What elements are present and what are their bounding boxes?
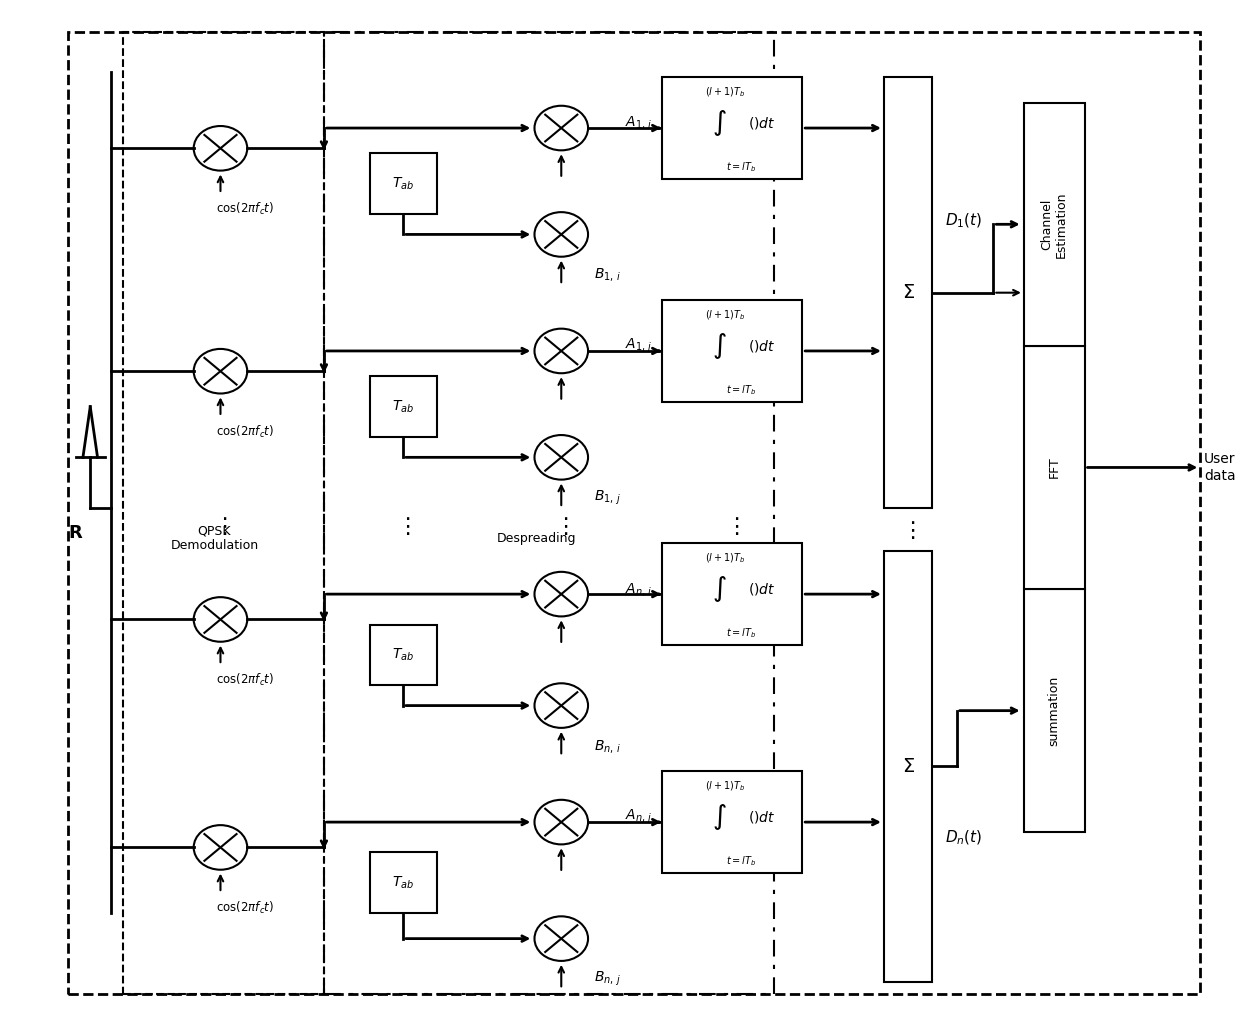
Bar	[662, 771, 801, 873]
Text: $A_{n,\,i}$: $A_{n,\,i}$	[625, 580, 652, 597]
Text: $\cos(2\pi f_c t)$: $\cos(2\pi f_c t)$	[216, 201, 274, 217]
Text: FFT: FFT	[1048, 456, 1060, 479]
Text: $\cos(2\pi f_c t)$: $\cos(2\pi f_c t)$	[216, 673, 274, 688]
Text: $D_n(t)$: $D_n(t)$	[945, 829, 982, 847]
Text: $\int$: $\int$	[712, 574, 727, 605]
Text: $T_{ab}$: $T_{ab}$	[392, 647, 414, 663]
Text: $\Sigma$: $\Sigma$	[901, 283, 915, 302]
Text: $\cos(2\pi f_c t)$: $\cos(2\pi f_c t)$	[216, 424, 274, 440]
Text: $\vdots$: $\vdots$	[901, 518, 915, 541]
Text: $\cos(2\pi f_c t)$: $\cos(2\pi f_c t)$	[216, 900, 274, 916]
Text: $t=lT_b$: $t=lT_b$	[725, 383, 756, 396]
Text: $B_{1,\,i}$: $B_{1,\,i}$	[594, 266, 621, 283]
Text: $(l+1)T_b$: $(l+1)T_b$	[706, 779, 745, 793]
Text: Despreading: Despreading	[497, 532, 577, 545]
Text: $\int$: $\int$	[712, 331, 727, 361]
Text: $( )dt$: $( )dt$	[749, 115, 776, 131]
Text: $(l+1)T_b$: $(l+1)T_b$	[706, 85, 745, 100]
Text: $(l+1)T_b$: $(l+1)T_b$	[706, 552, 745, 565]
Text: QPSK
Demodulation: QPSK Demodulation	[170, 524, 258, 553]
Bar	[370, 852, 436, 913]
Bar	[1024, 345, 1085, 589]
Text: $\vdots$: $\vdots$	[724, 515, 739, 536]
Bar	[370, 625, 436, 686]
Text: $\int$: $\int$	[712, 802, 727, 832]
Text: $B_{1,\,j}$: $B_{1,\,j}$	[594, 489, 621, 507]
Bar	[1024, 103, 1085, 345]
Text: $( )dt$: $( )dt$	[749, 581, 776, 597]
Bar	[1024, 589, 1085, 832]
Text: $T_{ab}$: $T_{ab}$	[392, 398, 414, 415]
Text: User
data: User data	[1204, 452, 1235, 483]
Text: $A_{n,\,j}$: $A_{n,\,j}$	[625, 808, 652, 826]
Text: $T_{ab}$: $T_{ab}$	[392, 875, 414, 891]
Bar	[662, 301, 801, 401]
Text: summation: summation	[1048, 676, 1060, 746]
Text: Channel
Estimation: Channel Estimation	[1040, 191, 1068, 257]
Text: $T_{ab}$: $T_{ab}$	[392, 176, 414, 192]
Text: $D_1(t)$: $D_1(t)$	[945, 211, 982, 230]
Text: $A_{1,\,i}$: $A_{1,\,i}$	[625, 115, 652, 131]
Bar	[370, 153, 436, 214]
Text: $t=lT_b$: $t=lT_b$	[725, 626, 756, 640]
Text: $A_{1,\,j}$: $A_{1,\,j}$	[625, 336, 652, 355]
Bar	[662, 544, 801, 645]
Text: $B_{n,\,i}$: $B_{n,\,i}$	[594, 738, 621, 755]
Bar	[123, 31, 324, 995]
Text: $\vdots$: $\vdots$	[396, 515, 410, 536]
Text: $t=lT_b$: $t=lT_b$	[725, 160, 756, 174]
Text: $( )dt$: $( )dt$	[749, 338, 776, 354]
Text: $\int$: $\int$	[712, 108, 727, 138]
Bar	[884, 77, 932, 508]
Bar	[884, 551, 932, 981]
Text: $(l+1)T_b$: $(l+1)T_b$	[706, 309, 745, 322]
Text: $B_{n,\,j}$: $B_{n,\,j}$	[594, 970, 621, 989]
Text: R: R	[68, 524, 83, 543]
Bar	[370, 376, 436, 437]
Text: $t=lT_b$: $t=lT_b$	[725, 853, 756, 868]
Text: $\Sigma$: $\Sigma$	[901, 757, 915, 776]
Bar	[662, 77, 801, 179]
Bar	[324, 31, 774, 995]
Text: $\vdots$: $\vdots$	[554, 515, 568, 536]
Text: $( )dt$: $( )dt$	[749, 809, 776, 825]
Text: $\vdots$: $\vdots$	[213, 515, 228, 536]
